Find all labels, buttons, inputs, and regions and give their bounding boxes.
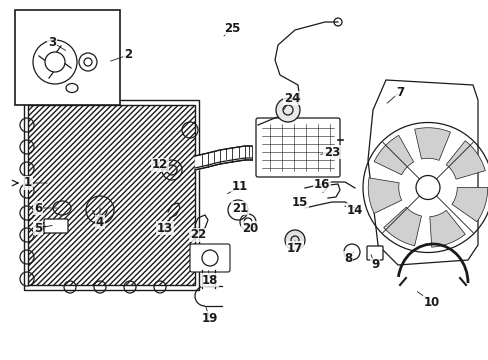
Text: 24: 24	[283, 91, 300, 104]
Text: 10: 10	[423, 296, 439, 309]
Text: 16: 16	[313, 179, 329, 192]
Text: 5: 5	[34, 221, 42, 234]
Text: 4: 4	[96, 216, 104, 229]
Polygon shape	[414, 128, 449, 161]
Text: 11: 11	[231, 180, 247, 194]
Text: 22: 22	[189, 229, 206, 242]
Circle shape	[285, 230, 305, 250]
Text: 1: 1	[24, 176, 32, 189]
Bar	[15, 10, 120, 105]
Text: 2: 2	[123, 49, 132, 62]
Text: 13: 13	[157, 221, 173, 234]
FancyBboxPatch shape	[256, 118, 339, 177]
Polygon shape	[451, 188, 487, 222]
Polygon shape	[429, 210, 465, 247]
Text: 23: 23	[323, 145, 340, 158]
FancyArrowPatch shape	[65, 64, 71, 68]
FancyBboxPatch shape	[190, 244, 229, 272]
Text: 20: 20	[242, 221, 258, 234]
Bar	[28, 105, 195, 285]
Circle shape	[275, 98, 299, 122]
Bar	[24, 100, 199, 290]
FancyArrowPatch shape	[39, 56, 45, 60]
Polygon shape	[446, 141, 485, 179]
FancyBboxPatch shape	[366, 246, 382, 260]
FancyArrowPatch shape	[49, 72, 53, 78]
Text: 6: 6	[34, 202, 42, 215]
Text: 14: 14	[346, 203, 363, 216]
Circle shape	[415, 175, 439, 199]
Text: 8: 8	[343, 252, 351, 265]
Text: 25: 25	[224, 22, 240, 35]
FancyBboxPatch shape	[44, 219, 68, 233]
Text: 21: 21	[231, 202, 247, 215]
Text: 19: 19	[202, 311, 218, 324]
Text: 9: 9	[370, 258, 378, 271]
Polygon shape	[367, 178, 401, 213]
Text: 18: 18	[202, 274, 218, 287]
Text: 17: 17	[286, 242, 303, 255]
Polygon shape	[373, 135, 413, 175]
Polygon shape	[383, 207, 421, 246]
FancyArrowPatch shape	[57, 46, 61, 52]
Text: 15: 15	[291, 197, 307, 210]
Text: 7: 7	[395, 85, 403, 99]
Text: 12: 12	[152, 158, 168, 171]
Text: 3: 3	[48, 36, 56, 49]
